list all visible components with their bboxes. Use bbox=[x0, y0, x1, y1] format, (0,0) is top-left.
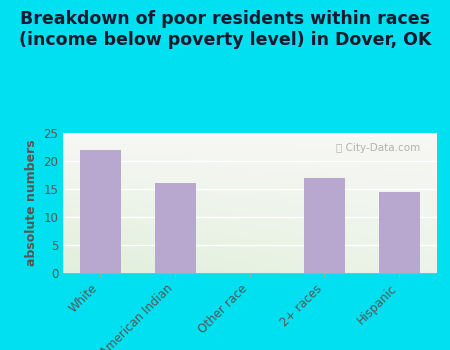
Bar bbox=[154, 183, 196, 273]
Bar bbox=[378, 192, 420, 273]
Text: ⓘ City-Data.com: ⓘ City-Data.com bbox=[336, 143, 420, 153]
Bar bbox=[80, 150, 121, 273]
Y-axis label: absolute numbers: absolute numbers bbox=[25, 140, 38, 266]
Bar bbox=[304, 178, 345, 273]
Text: Breakdown of poor residents within races
(income below poverty level) in Dover, : Breakdown of poor residents within races… bbox=[19, 10, 431, 49]
